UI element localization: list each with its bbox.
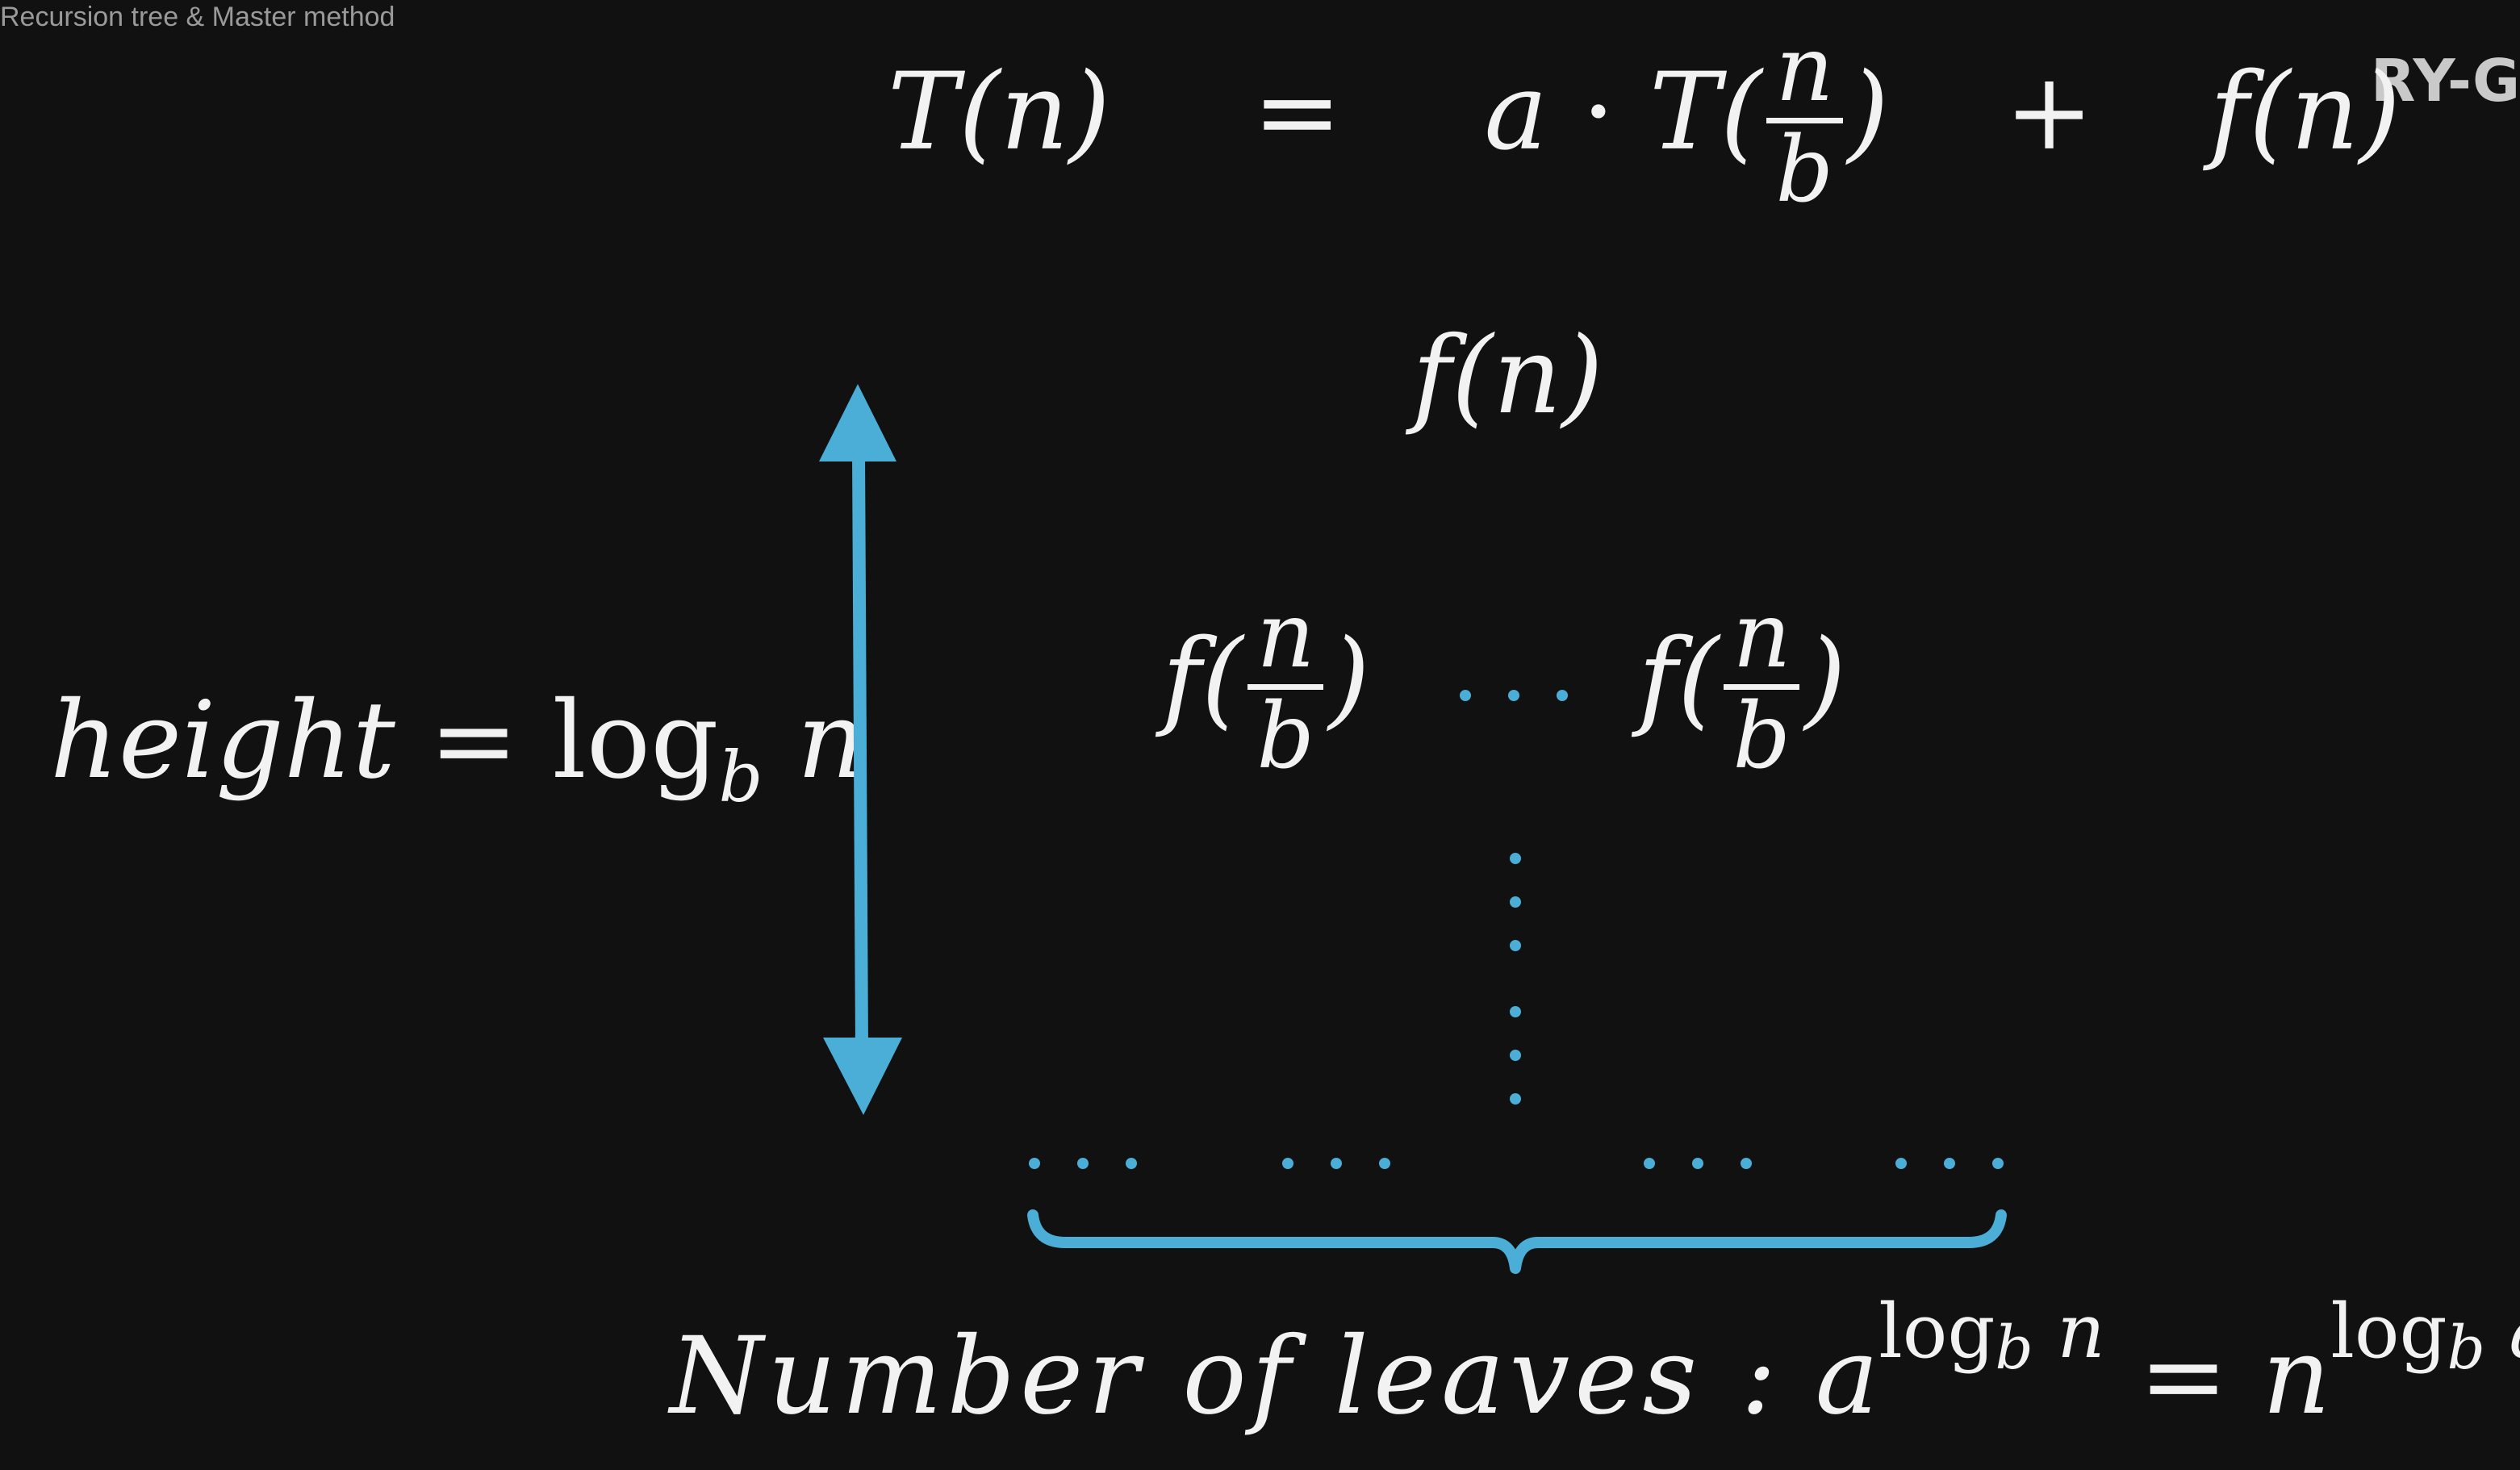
vertical-ellipsis — [1510, 853, 1521, 1105]
child-left-denominator: b — [1247, 683, 1324, 785]
child-right-close-paren: ) — [1804, 616, 1846, 741]
window-title: Recursion tree & Master method — [0, 2, 395, 32]
leaves-text: Number of leaves : — [670, 1314, 1782, 1439]
recurrence-fraction-numerator: n — [1775, 17, 1834, 122]
recurrence-equals: = — [1252, 49, 1342, 174]
recurrence-lhs: T(n) — [888, 49, 1111, 174]
child-right-f-open: f( — [1638, 616, 1720, 741]
leaves-exp2-base: b — [2447, 1313, 2485, 1384]
children-ellipsis — [1460, 690, 1568, 701]
leaves-exponent-2: logb a — [2330, 1287, 2520, 1379]
height-label: height = logb n — [50, 687, 866, 812]
height-arrow-head-up — [819, 384, 896, 461]
leaves-base-a: a — [1815, 1314, 1879, 1439]
leaves-exp2-arg: a — [2509, 1288, 2520, 1375]
leaves-base-n: n — [2262, 1314, 2331, 1439]
tree-child-left: f(n b) — [1162, 583, 1370, 785]
leaves-exp2-log: log — [2330, 1287, 2447, 1375]
height-log-base: b — [718, 737, 763, 819]
leaves-exp1-arg: n — [2057, 1287, 2105, 1375]
leaves-exp1-log: log — [1879, 1287, 1996, 1375]
leaves-exponent-1: logb n — [1879, 1287, 2105, 1379]
leaf-dots — [1029, 1158, 2004, 1169]
channel-watermark: RY-Gi — [2371, 47, 2520, 115]
child-left-close-paren: ) — [1328, 616, 1370, 741]
height-word: height — [50, 679, 395, 803]
leaves-label: Number of leaves : alogb n = nlogb a — [670, 1294, 2520, 1430]
leaves-exp1-base: b — [1995, 1313, 2033, 1384]
leaves-equals: = — [2138, 1314, 2229, 1439]
height-equals: = — [428, 679, 519, 803]
height-arrow-shaft — [852, 451, 868, 1050]
recurrence-fn: f(n) — [2209, 49, 2401, 174]
height-log: log — [552, 679, 719, 803]
tree-root-node: f(n) — [1412, 314, 1603, 438]
recurrence-coefficient-a: a — [1484, 49, 1548, 174]
recurrence-equation: T(n) = a · T(n b) + f(n) — [888, 17, 2401, 219]
child-left-f-open: f( — [1162, 616, 1243, 741]
child-left-numerator: n — [1256, 583, 1315, 688]
child-right-denominator: b — [1724, 683, 1800, 785]
height-arrow — [819, 384, 902, 1115]
tree-child-right: f(n b) — [1638, 583, 1846, 785]
leaves-underbrace — [1027, 1209, 2007, 1274]
recurrence-plus: + — [2004, 49, 2094, 174]
recurrence-fraction-denominator: b — [1766, 117, 1843, 219]
recurrence-close-paren: ) — [1847, 49, 1889, 174]
recurrence-multiply-dot: · — [1582, 49, 1615, 174]
child-right-numerator: n — [1732, 583, 1791, 688]
recurrence-T-open: T( — [1649, 49, 1762, 174]
height-arrow-head-down — [823, 1038, 902, 1115]
